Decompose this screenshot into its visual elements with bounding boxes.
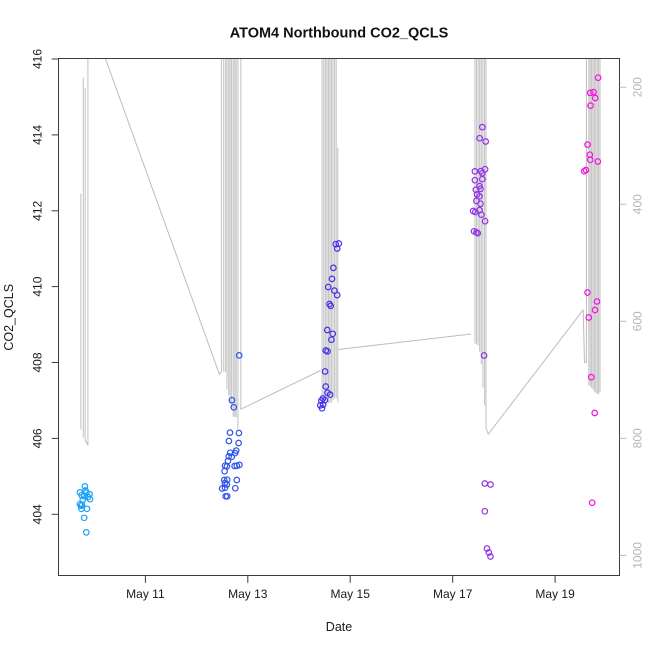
- svg-text:May 17: May 17: [433, 587, 473, 601]
- svg-text:406: 406: [30, 428, 44, 448]
- svg-text:200: 200: [631, 77, 645, 97]
- svg-text:414: 414: [30, 125, 44, 145]
- svg-text:400: 400: [631, 194, 645, 214]
- svg-text:416: 416: [30, 49, 44, 69]
- svg-text:404: 404: [30, 504, 44, 524]
- svg-text:May 11: May 11: [126, 587, 165, 601]
- svg-text:May 19: May 19: [535, 587, 575, 601]
- svg-text:410: 410: [30, 276, 44, 296]
- svg-text:ATOM4 Northbound CO2_QCLS: ATOM4 Northbound CO2_QCLS: [230, 26, 449, 42]
- svg-text:412: 412: [30, 200, 44, 220]
- svg-text:May 13: May 13: [228, 587, 268, 601]
- svg-text:408: 408: [30, 352, 44, 372]
- svg-text:May 15: May 15: [331, 587, 371, 601]
- svg-text:Date: Date: [326, 620, 352, 634]
- svg-text:600: 600: [631, 311, 645, 331]
- svg-text:CO2_QCLS: CO2_QCLS: [2, 284, 16, 351]
- svg-text:1000: 1000: [631, 542, 645, 569]
- svg-text:800: 800: [631, 428, 645, 448]
